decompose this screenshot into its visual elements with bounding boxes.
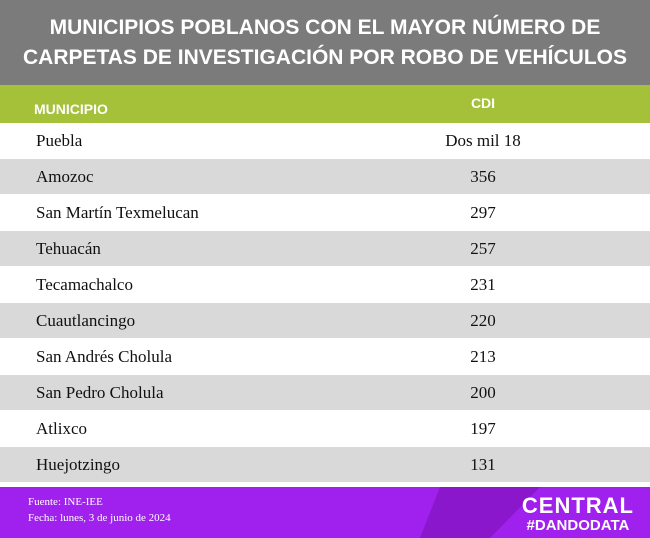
decor-shape xyxy=(420,487,540,538)
cdi-cell: Dos mil 18 xyxy=(445,131,521,150)
municipio-cell: Huejotzingo xyxy=(36,455,121,474)
title-line: MUNICIPIOS POBLANOS CON EL MAYOR NÚMERO … xyxy=(49,15,601,39)
table-body: Puebla Dos mil 18 Amozoc 356 San Martín Texm… xyxy=(0,123,650,483)
footer: Fuente: INE-IEE Fecha: lunes, 3 de junio… xyxy=(0,487,650,538)
municipio-cell: Amozoc xyxy=(36,167,94,186)
municipio-cell: Cuautlancingo xyxy=(36,311,136,330)
cdi-cell: 231 xyxy=(470,275,496,294)
logo-name: CENTRAL xyxy=(521,493,634,518)
cdi-cell: 257 xyxy=(470,239,496,258)
column-header: MUNICIPIO xyxy=(34,101,108,117)
table-row: San Martín Texmelucan 297 xyxy=(0,195,650,230)
municipio-cell: Puebla xyxy=(36,131,83,150)
municipio-cell: Tehuacán xyxy=(36,239,101,258)
title-line: CARPETAS DE INVESTIGACIÓN POR ROBO DE VE… xyxy=(22,45,627,69)
source: Fuente: INE-IEE xyxy=(28,496,103,508)
logo-tag: #DANDODATA xyxy=(526,517,630,534)
cdi-cell: 356 xyxy=(470,167,496,186)
cdi-cell: 297 xyxy=(470,203,496,222)
title: MUNICIPIOS POBLANOS CON EL MAYOR NÚMERO … xyxy=(0,0,650,85)
table-row: Atlixco 197 xyxy=(0,411,650,446)
table-row: Tehuacán 257 xyxy=(0,231,650,266)
cdi-cell: 213 xyxy=(470,347,496,366)
cdi-cell: 200 xyxy=(470,383,496,402)
municipio-cell: San Andrés Cholula xyxy=(36,347,172,366)
column-header: CDI xyxy=(470,95,496,111)
municipio-cell: Tecamachalco xyxy=(36,275,133,294)
footer-text: Fuente: INE-IEE Fecha: lunes, 3 de junio… xyxy=(28,494,171,526)
table-row: Amozoc 356 xyxy=(0,159,650,194)
table-row: San Pedro Cholula 200 xyxy=(0,375,650,410)
municipio-cell: San Martín Texmelucan xyxy=(36,203,199,222)
cdi-cell: 131 xyxy=(470,455,496,474)
table-row: Cuautlancingo 220 xyxy=(0,303,650,338)
table-row: Huejotzingo 131 xyxy=(0,447,650,482)
logo: CENTRAL #DANDODATA xyxy=(522,495,634,535)
cdi-cell: 220 xyxy=(470,311,496,330)
municipio-cell: San Pedro Cholula xyxy=(36,383,164,402)
table-header: MUNICIPIO CDI xyxy=(0,85,650,123)
date: Fecha: lunes, 3 de junio de 2024 xyxy=(28,512,171,524)
municipio-cell: Atlixco xyxy=(36,419,87,438)
table-row: San Andrés Cholula 213 xyxy=(0,339,650,374)
table-row: Tecamachalco 231 xyxy=(0,267,650,302)
cdi-cell: 197 xyxy=(470,419,496,438)
table-row: Puebla Dos mil 18 xyxy=(0,123,650,158)
